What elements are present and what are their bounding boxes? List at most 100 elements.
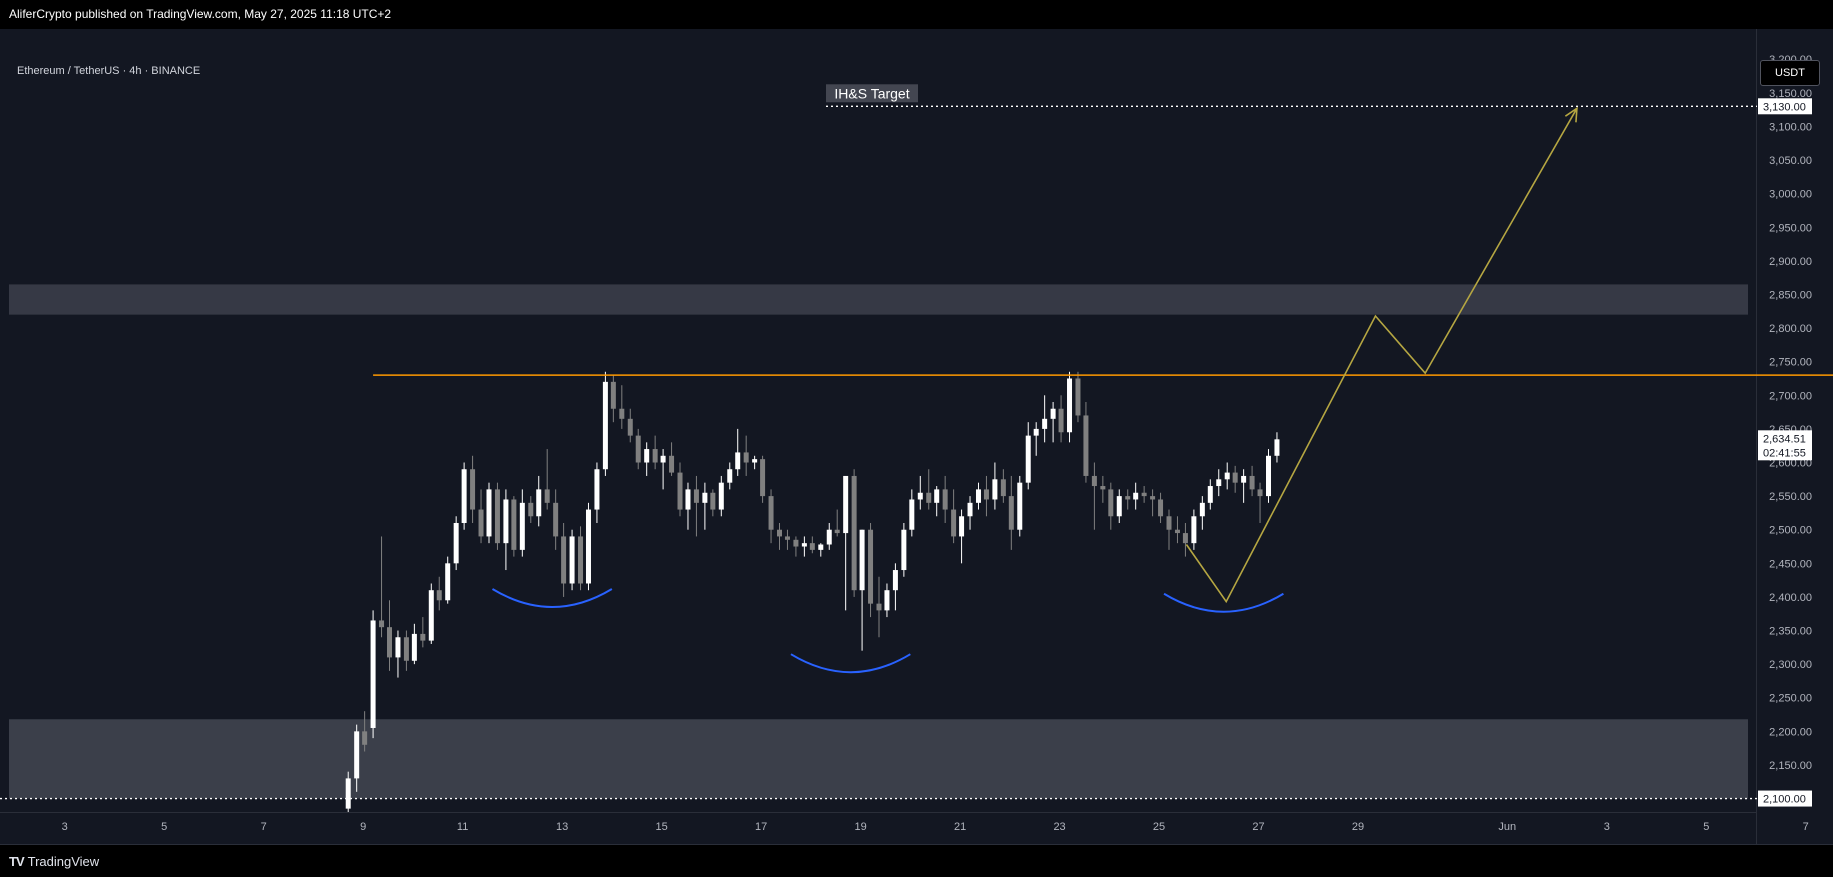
candle[interactable] (1182, 522, 1188, 557)
candle[interactable] (602, 371, 608, 476)
candle[interactable] (1133, 482, 1139, 510)
candle[interactable] (959, 509, 965, 564)
candle[interactable] (1058, 395, 1064, 443)
candle[interactable] (569, 529, 575, 591)
candle[interactable] (519, 489, 525, 557)
candle[interactable] (1116, 489, 1122, 523)
candle[interactable] (1158, 492, 1164, 523)
candle[interactable] (727, 462, 733, 490)
candle[interactable] (652, 435, 658, 470)
candle[interactable] (610, 375, 616, 423)
candle[interactable] (1091, 462, 1097, 530)
candle[interactable] (942, 475, 948, 523)
candle[interactable] (718, 475, 724, 517)
candle[interactable] (1224, 462, 1230, 490)
candle[interactable] (685, 482, 691, 530)
candle[interactable] (1075, 371, 1081, 423)
candle[interactable] (594, 462, 600, 523)
candle[interactable] (403, 630, 409, 671)
candle[interactable] (760, 455, 766, 503)
candle[interactable] (627, 408, 633, 443)
candle[interactable] (702, 482, 708, 530)
candle[interactable] (1108, 482, 1114, 530)
candle[interactable] (1008, 475, 1014, 550)
candle[interactable] (901, 522, 907, 577)
candle[interactable] (503, 489, 509, 571)
candle[interactable] (777, 522, 783, 550)
candle[interactable] (669, 442, 675, 476)
candle[interactable] (1265, 449, 1271, 503)
symbol-info[interactable]: Ethereum / TetherUS · 4h · BINANCE (17, 65, 201, 77)
candle[interactable] (1025, 422, 1031, 490)
candle[interactable] (818, 543, 824, 557)
candle[interactable] (735, 428, 741, 476)
candle[interactable] (1174, 516, 1180, 544)
candle[interactable] (511, 496, 517, 557)
candle[interactable] (578, 526, 584, 591)
candle[interactable] (544, 449, 550, 510)
candle[interactable] (809, 536, 815, 554)
candle[interactable] (1166, 509, 1172, 550)
resistance-zone[interactable] (9, 284, 1748, 315)
candle[interactable] (752, 455, 758, 470)
candle[interactable] (354, 724, 360, 792)
candle[interactable] (975, 482, 981, 510)
candle[interactable] (1257, 482, 1263, 523)
candle[interactable] (461, 462, 467, 530)
candle[interactable] (951, 489, 957, 544)
candle[interactable] (411, 623, 417, 665)
candle[interactable] (387, 600, 393, 671)
candle[interactable] (1207, 479, 1213, 510)
price-axis[interactable]: 2,100.002,150.002,200.002,250.002,300.00… (1769, 54, 1812, 805)
candle[interactable] (1050, 402, 1056, 443)
price-chart[interactable]: IH&S Target 2,100.00 2,150.00 2,200.00 2,25… (0, 29, 1833, 844)
candle[interactable] (1199, 496, 1205, 530)
candle[interactable] (644, 442, 650, 476)
shoulder-arc[interactable] (491, 588, 613, 609)
candle[interactable] (1000, 469, 1006, 503)
shoulder-arc[interactable] (790, 653, 911, 674)
candle[interactable] (1125, 489, 1131, 510)
candle[interactable] (843, 475, 849, 611)
candle[interactable] (395, 630, 401, 678)
candle[interactable] (1100, 475, 1106, 503)
candle[interactable] (983, 475, 989, 517)
candle[interactable] (478, 489, 484, 544)
candle[interactable] (1042, 395, 1048, 443)
candle[interactable] (876, 576, 882, 638)
tradingview-logo[interactable]: TV TradingView (9, 854, 99, 869)
candle[interactable] (561, 522, 567, 597)
candle[interactable] (486, 482, 492, 544)
candle[interactable] (553, 489, 559, 550)
candle[interactable] (801, 536, 807, 557)
candle[interactable] (793, 536, 799, 557)
candle[interactable] (1083, 402, 1089, 483)
candle[interactable] (1249, 465, 1255, 497)
candle[interactable] (768, 489, 774, 544)
candle[interactable] (909, 489, 915, 537)
candle[interactable] (892, 563, 898, 611)
candle[interactable] (370, 610, 376, 739)
candle[interactable] (1150, 489, 1156, 517)
candle[interactable] (1241, 469, 1247, 503)
candle[interactable] (784, 529, 790, 550)
chart-panel[interactable]: IH&S Target 2,100.00 2,150.00 2,200.00 2,25… (0, 29, 1833, 844)
candle[interactable] (1033, 422, 1039, 456)
candle[interactable] (884, 583, 890, 618)
candle[interactable] (826, 522, 832, 550)
candle[interactable] (528, 496, 534, 523)
candle[interactable] (693, 475, 699, 537)
candle[interactable] (834, 509, 840, 537)
projection-path[interactable] (1185, 107, 1578, 604)
candle[interactable] (967, 496, 973, 530)
candle[interactable] (677, 462, 683, 517)
candle[interactable] (470, 455, 476, 523)
currency-button[interactable]: USDT (1760, 60, 1820, 86)
candle[interactable] (619, 385, 625, 429)
candle[interactable] (992, 462, 998, 510)
candle[interactable] (379, 536, 385, 638)
candle[interactable] (536, 475, 542, 527)
candle[interactable] (1274, 432, 1280, 463)
candle[interactable] (859, 529, 865, 651)
candle[interactable] (1017, 475, 1023, 537)
